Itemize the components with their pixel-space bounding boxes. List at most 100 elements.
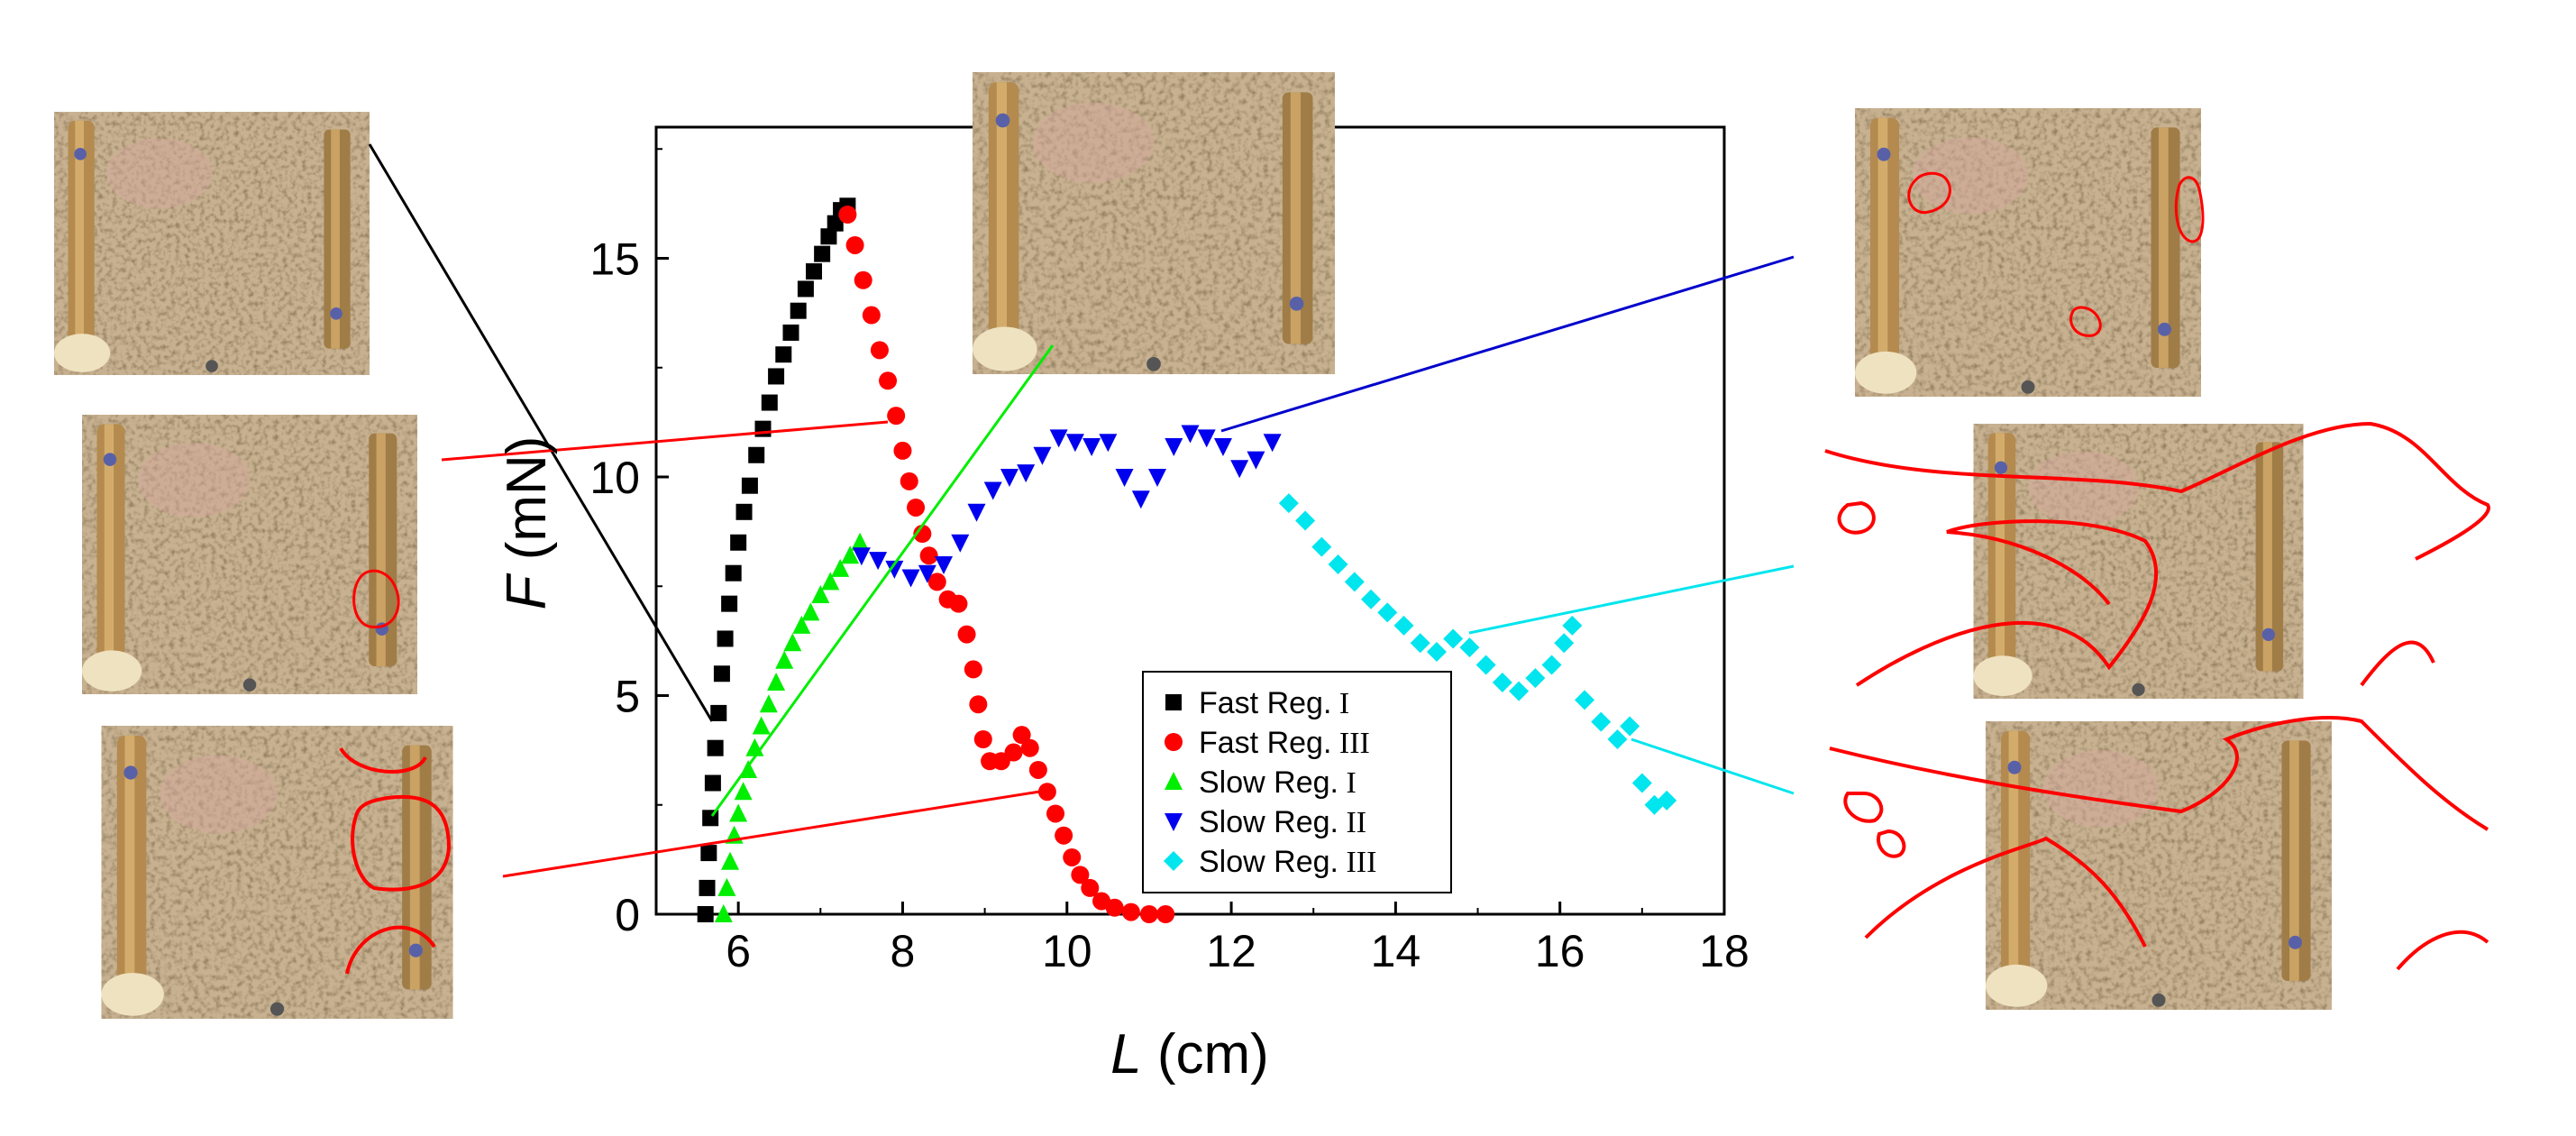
data-point <box>704 774 721 792</box>
data-point <box>814 245 831 262</box>
data-point <box>707 739 724 756</box>
series-slow-reg-i <box>714 532 870 922</box>
data-point <box>713 665 730 683</box>
data-point <box>734 782 753 801</box>
legend-item: Fast Reg. I <box>1165 686 1349 720</box>
y-tick-label: 10 <box>589 453 640 503</box>
data-point <box>811 584 830 603</box>
data-point <box>721 851 740 870</box>
data-point <box>1575 690 1595 710</box>
data-point <box>821 572 840 591</box>
connector-line-black <box>368 143 714 722</box>
inset-photo-fast-start <box>54 112 370 375</box>
data-point <box>1443 628 1464 649</box>
data-point <box>1311 536 1332 557</box>
data-point <box>1475 655 1496 675</box>
data-point <box>1607 729 1628 749</box>
data-point <box>841 545 860 564</box>
data-point <box>901 569 920 588</box>
data-point <box>831 558 850 577</box>
fit-line-green <box>710 344 1055 817</box>
cavity-outline <box>1824 421 2490 687</box>
series-slow-reg-iii <box>1278 493 1677 815</box>
data-point <box>1361 589 1382 609</box>
data-point <box>1065 434 1084 453</box>
data-point <box>754 420 772 437</box>
data-point <box>1105 898 1124 917</box>
data-point <box>1049 429 1068 448</box>
data-point <box>1071 866 1090 884</box>
inset-photo-slow-iii-a <box>1824 421 2490 699</box>
data-point <box>969 695 988 714</box>
legend-marker <box>1165 772 1183 790</box>
y-tick-label: 5 <box>615 672 640 722</box>
data-point <box>862 306 881 325</box>
data-point <box>761 394 778 411</box>
data-point <box>1459 637 1480 658</box>
data-point <box>1541 655 1562 675</box>
data-point <box>1263 434 1282 453</box>
legend-marker <box>1165 733 1183 751</box>
series-fast-reg-iii <box>838 206 1175 923</box>
data-point <box>717 630 734 647</box>
data-point <box>1115 469 1134 487</box>
data-point <box>1591 711 1612 732</box>
data-point <box>775 346 792 363</box>
data-point <box>1426 642 1447 662</box>
data-point <box>935 556 954 574</box>
data-point <box>759 694 778 713</box>
cavity-outline <box>352 569 400 628</box>
x-tick-label: 12 <box>1206 926 1256 976</box>
data-point <box>1344 572 1365 592</box>
cavity-outline <box>1829 716 2489 971</box>
data-point <box>845 235 864 254</box>
x-axis-title: L (cm) <box>1110 1023 1269 1086</box>
data-point <box>1165 438 1183 457</box>
data-point <box>714 904 733 922</box>
data-point <box>1028 760 1047 779</box>
data-point <box>967 503 986 522</box>
data-point <box>1033 446 1052 465</box>
data-point <box>900 472 918 490</box>
inset-photo-slow-ii <box>1855 108 2205 397</box>
data-point <box>752 716 771 735</box>
data-point <box>792 615 811 634</box>
data-point <box>1020 738 1039 757</box>
y-axis-title: F (mN) <box>496 436 558 610</box>
data-point <box>748 446 765 463</box>
legend-item: Slow Reg. III <box>1164 845 1376 879</box>
data-point <box>1037 783 1056 802</box>
data-point <box>1631 773 1652 793</box>
connector-line-red-lower <box>502 789 1046 878</box>
connector-line-cyan-lower <box>1631 737 1795 795</box>
data-point <box>1063 847 1082 866</box>
legend-box <box>1142 671 1452 893</box>
legend-label: Slow Reg. III <box>1199 845 1376 879</box>
data-point <box>717 877 736 896</box>
data-point <box>957 625 976 644</box>
legend-label: Fast Reg. I <box>1199 686 1349 720</box>
data-point <box>806 263 823 280</box>
data-point <box>775 650 794 669</box>
data-point <box>820 228 837 245</box>
data-point <box>1148 469 1167 487</box>
y-tick-label: 15 <box>589 234 640 285</box>
data-point <box>851 532 870 551</box>
data-marks <box>697 197 1677 923</box>
data-point <box>1121 902 1140 921</box>
data-point <box>721 595 738 612</box>
data-point <box>1046 804 1065 823</box>
data-point <box>1295 510 1316 531</box>
data-point <box>797 280 814 298</box>
data-point <box>1139 905 1158 923</box>
data-point <box>893 441 912 460</box>
data-point <box>852 547 871 566</box>
data-point <box>710 704 727 721</box>
cavity-outline <box>1907 171 2205 337</box>
data-point <box>879 371 898 390</box>
data-point <box>1410 633 1430 654</box>
x-tick-label: 10 <box>1042 926 1092 976</box>
y-tick-label: 0 <box>615 890 640 940</box>
data-point <box>729 803 748 822</box>
